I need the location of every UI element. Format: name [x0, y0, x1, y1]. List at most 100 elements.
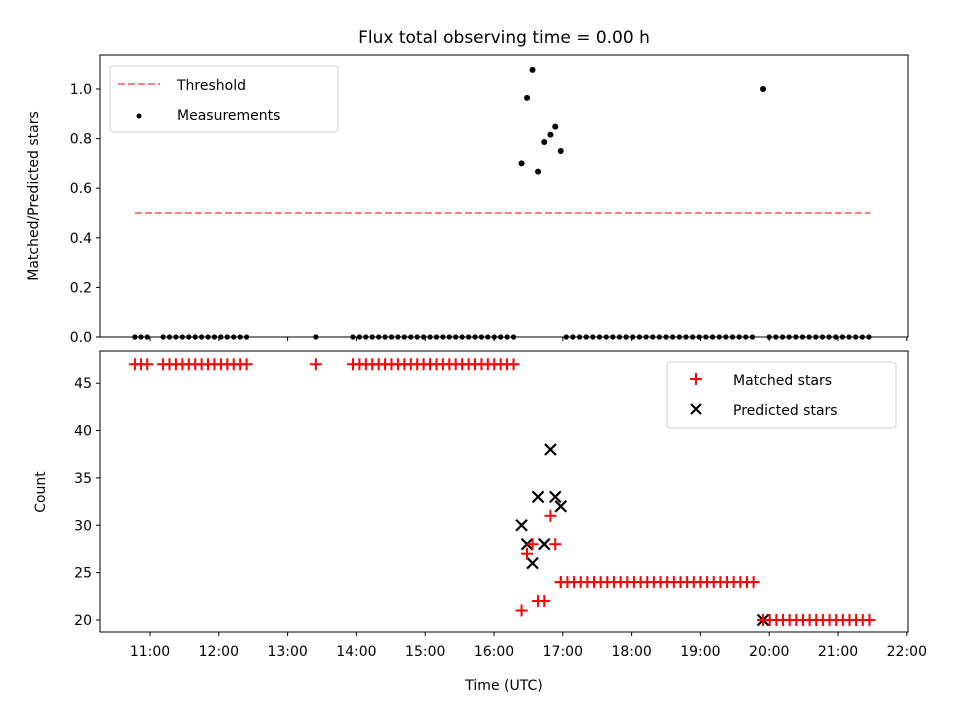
x-axis-label: Time (UTC) [464, 678, 542, 694]
matched-star-point [240, 358, 253, 371]
predicted-star-point [515, 518, 528, 532]
measurement-point [690, 334, 696, 340]
measurement-point [421, 334, 427, 340]
measurement-point [552, 123, 559, 130]
x-tick-label: 18:00 [611, 644, 651, 660]
measurement-point [459, 334, 465, 340]
measurement-point [205, 334, 211, 340]
measurement-point [453, 334, 459, 340]
measurement-point [237, 334, 243, 340]
top-y-tick-label: 0.0 [70, 330, 92, 346]
top-y-axis-label: Matched/Predicted stars [26, 111, 42, 281]
bottom-plot: 20 25 30 35 40 45 11:00 12:00 13:00 14:00 15:00 16:… [74, 350, 927, 660]
matched-star-point [549, 538, 562, 551]
measurement-point [563, 334, 569, 340]
measurement-point [596, 334, 603, 340]
measurement-point [166, 334, 173, 340]
legend-matched-label: Matched stars [733, 373, 832, 389]
measurement-point [663, 334, 669, 340]
matched-star-point [309, 358, 322, 371]
measurement-point [440, 334, 446, 340]
measurement-point [491, 334, 497, 340]
measurement-point [350, 334, 356, 340]
measurement-point [799, 334, 806, 340]
x-tick-label: 11:00 [130, 644, 170, 660]
measurement-point [779, 334, 786, 340]
legend-measurements-swatch [136, 113, 142, 119]
top-legend: Threshold Measurements [109, 65, 339, 133]
measurement-point [535, 168, 542, 175]
top-y-tick-label: 0.2 [70, 280, 92, 296]
predicted-star-point [531, 490, 545, 504]
x-stroke [548, 490, 562, 504]
measurement-point [636, 334, 643, 340]
measurement-point [363, 334, 369, 340]
matched-star-point [141, 358, 154, 371]
matched-star-point [507, 358, 520, 371]
measurement-point [749, 334, 756, 340]
measurement-point [465, 334, 472, 340]
measurement-point [179, 334, 185, 340]
bottom-axes-frame [99, 350, 909, 633]
chart-title: Flux total observing time = 0.00 h [358, 28, 650, 48]
top-y-tick-label: 1.0 [70, 82, 92, 98]
measurement-point [356, 334, 363, 340]
x-tick-label: 16:00 [474, 644, 514, 660]
matched-star-point [554, 576, 567, 589]
measurement-point [703, 334, 709, 340]
measurement-point [186, 334, 192, 340]
top-y-tick-label: 0.8 [70, 132, 92, 148]
predicted-star-point [526, 556, 539, 570]
x-tick-label: 12:00 [199, 644, 239, 660]
measurement-point [446, 334, 452, 340]
x-tick-label: 20:00 [749, 644, 789, 660]
measurement-point [524, 94, 531, 101]
x-tick-label: 13:00 [267, 644, 307, 660]
legend-threshold-label: Threshold [176, 78, 246, 94]
matched-star-point [538, 595, 551, 608]
measurement-point [138, 334, 144, 340]
predicted-star-point [554, 500, 568, 513]
x-tick-label: 17:00 [543, 644, 583, 660]
measurement-point [427, 334, 433, 340]
measurement-point [192, 334, 198, 340]
measurement-point [433, 334, 440, 340]
measurement-point [736, 334, 742, 340]
measurement-point [199, 334, 205, 340]
x-tick-label: 15:00 [405, 644, 445, 660]
measurement-point [866, 334, 872, 340]
measurement-point [819, 334, 826, 340]
measurement-point [541, 139, 548, 146]
measurement-point [211, 334, 218, 340]
measurement-point [583, 334, 589, 340]
x-stroke [554, 500, 568, 513]
legend-predicted-label: Predicted stars [733, 403, 838, 419]
legend-predicted-swatch [690, 403, 702, 415]
predicted-star-point [544, 443, 557, 456]
bottom-y-tick-label: 25 [74, 566, 92, 582]
measurement-point [231, 334, 237, 340]
measurement-point [369, 334, 375, 340]
measurement-point [743, 334, 749, 340]
measurement-point [610, 334, 616, 340]
measurement-point [382, 334, 388, 340]
measurement-point [510, 334, 517, 340]
top-axes-frame [99, 54, 909, 338]
bottom-y-tick-label: 30 [74, 518, 92, 534]
measurement-point [243, 334, 250, 340]
measurement-point [773, 334, 779, 340]
matched-star-point [526, 538, 539, 551]
measurement-point [529, 66, 536, 73]
measurement-point [616, 334, 623, 340]
measurement-point [683, 334, 689, 340]
measurement-point [709, 334, 716, 340]
top-y-tick-label: 0.4 [70, 231, 92, 247]
measurement-point [218, 334, 224, 340]
measurement-point [504, 334, 510, 340]
x-tick-label: 22:00 [887, 644, 927, 660]
x-tick-label: 21:00 [818, 644, 858, 660]
predicted-star-point [537, 537, 551, 551]
bottom-y-tick-label: 45 [74, 376, 92, 392]
measurement-point [853, 334, 859, 340]
